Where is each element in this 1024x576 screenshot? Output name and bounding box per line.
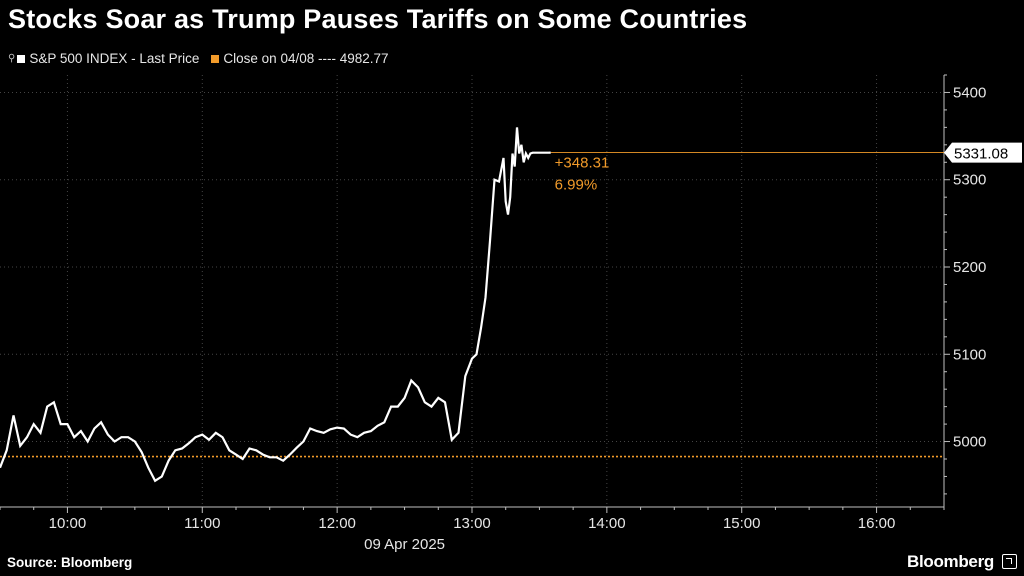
- y-tick-label: 5200: [953, 259, 986, 276]
- x-ticks: 10:00 11:00 12:00 13:00 14:00 15:00 16:00: [0, 507, 945, 532]
- legend-label-close: Close on 04/08 ---- 4982.77: [223, 51, 389, 66]
- x-tick-label: 15:00: [723, 515, 761, 532]
- change-label: +348.31: [555, 155, 610, 172]
- source-note: Source: Bloomberg: [7, 555, 133, 570]
- series-line-sp500: [0, 127, 551, 483]
- grid-lines: [0, 75, 944, 507]
- last-value-tag: [944, 142, 1022, 163]
- y-tick-label: 5000: [953, 434, 986, 451]
- legend: ⚲ S&P 500 INDEX - Last Price Close on 04…: [8, 51, 389, 66]
- x-tick-label: 13:00: [453, 515, 491, 532]
- x-tick-label: 12:00: [318, 515, 356, 532]
- legend-item-close: Close on 04/08 ---- 4982.77: [199, 51, 389, 66]
- pin-icon: ⚲: [8, 53, 16, 64]
- chart-title: Stocks Soar as Trump Pauses Tariffs on S…: [8, 4, 748, 34]
- y-tick-label: 5100: [953, 346, 986, 363]
- date-label: 09 Apr 2025: [364, 536, 445, 553]
- external-link-icon: [1002, 554, 1017, 569]
- x-tick-label: 10:00: [49, 515, 87, 532]
- legend-swatch-orange: [211, 54, 220, 63]
- change-pct-label: 6.99%: [555, 177, 598, 194]
- bloomberg-logo: Bloomberg: [906, 552, 994, 571]
- y-tick-label: 5400: [953, 84, 986, 101]
- legend-label-last-price: S&P 500 INDEX - Last Price: [29, 51, 200, 66]
- y-tick-label: 5300: [953, 172, 986, 189]
- legend-swatch-white: [17, 54, 26, 63]
- legend-item-last-price: ⚲ S&P 500 INDEX - Last Price: [8, 51, 199, 66]
- last-value-label: 5331.08: [954, 146, 1008, 163]
- x-tick-label: 11:00: [184, 515, 220, 532]
- x-tick-label: 14:00: [588, 515, 626, 532]
- y-ticks: 5000 5100 5200 5300 5400: [944, 74, 986, 495]
- x-tick-label: 16:00: [858, 515, 896, 532]
